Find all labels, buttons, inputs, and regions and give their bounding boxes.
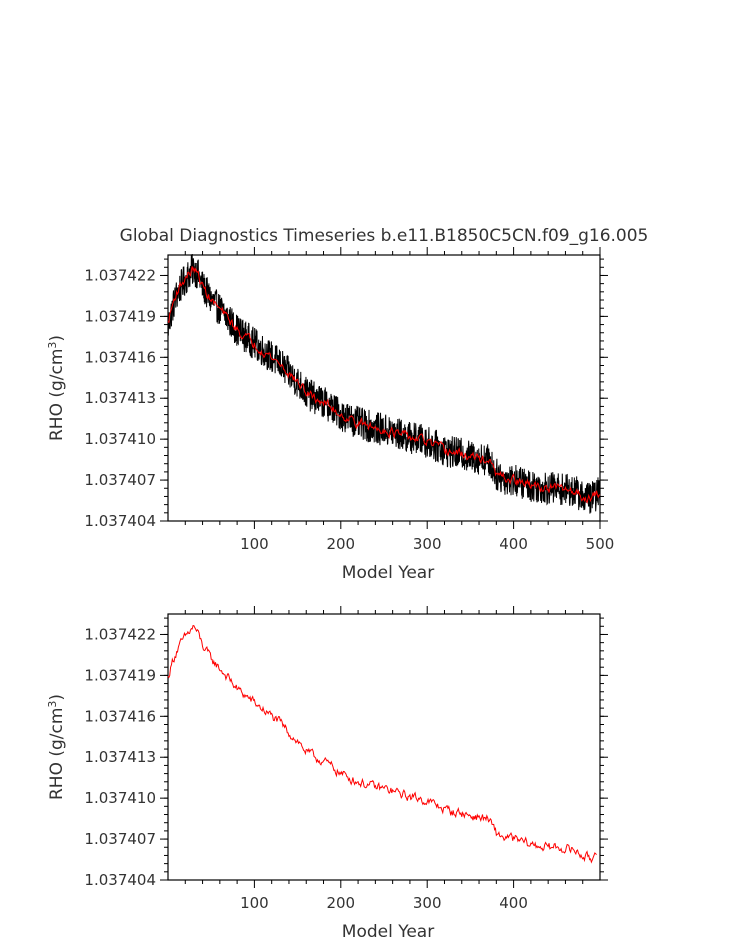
y-tick-label: 1.037416: [84, 348, 156, 366]
y-tick-label: 1.037407: [84, 471, 156, 489]
series-annual-line: [167, 266, 601, 504]
figure-title: Global Diagnostics Timeseries b.e11.B185…: [120, 226, 649, 246]
series-monthly-line: [167, 254, 601, 514]
plot-frame: [167, 613, 601, 881]
x-tick-label: 400: [499, 535, 528, 553]
y-axis-label: RHO (g/cm3): [46, 335, 68, 441]
y-tick-label: 1.037419: [84, 666, 156, 684]
x-tick-label: 100: [240, 535, 269, 553]
y-tick-label: 1.037422: [84, 266, 156, 284]
x-tick-label: 200: [326, 894, 355, 912]
y-tick-label: 1.037419: [84, 307, 156, 325]
plot-frame: [167, 254, 601, 522]
y-tick-label: 1.037410: [84, 789, 156, 807]
y-tick-label: 1.037413: [84, 389, 156, 407]
x-axis-label: Model Year: [342, 563, 434, 583]
y-axis-label: RHO (g/cm3): [46, 694, 68, 800]
x-tick-label: 100: [240, 894, 269, 912]
x-tick-label: 400: [499, 894, 528, 912]
y-tick-label: 1.037404: [84, 871, 156, 889]
chart-panel-top: 1.037404 1.037407 1.037410 1.037413 1.037416…: [46, 247, 615, 583]
series-annual-line: [167, 624, 597, 864]
x-tick-label: 300: [413, 535, 442, 553]
y-tick-label: 1.037410: [84, 430, 156, 448]
x-tick-label: 500: [586, 535, 615, 553]
y-tick-label: 1.037416: [84, 707, 156, 725]
chart-panel-bottom: 1.037404 1.037407 1.037410 1.037413 1.037416…: [46, 606, 608, 942]
x-tick-label: 200: [326, 535, 355, 553]
y-tick-label: 1.037404: [84, 512, 156, 530]
y-tick-label: 1.037422: [84, 625, 156, 643]
y-tick-label: 1.037407: [84, 830, 156, 848]
x-tick-label: 300: [413, 894, 442, 912]
y-tick-label: 1.037413: [84, 748, 156, 766]
x-axis-label: Model Year: [342, 922, 434, 942]
